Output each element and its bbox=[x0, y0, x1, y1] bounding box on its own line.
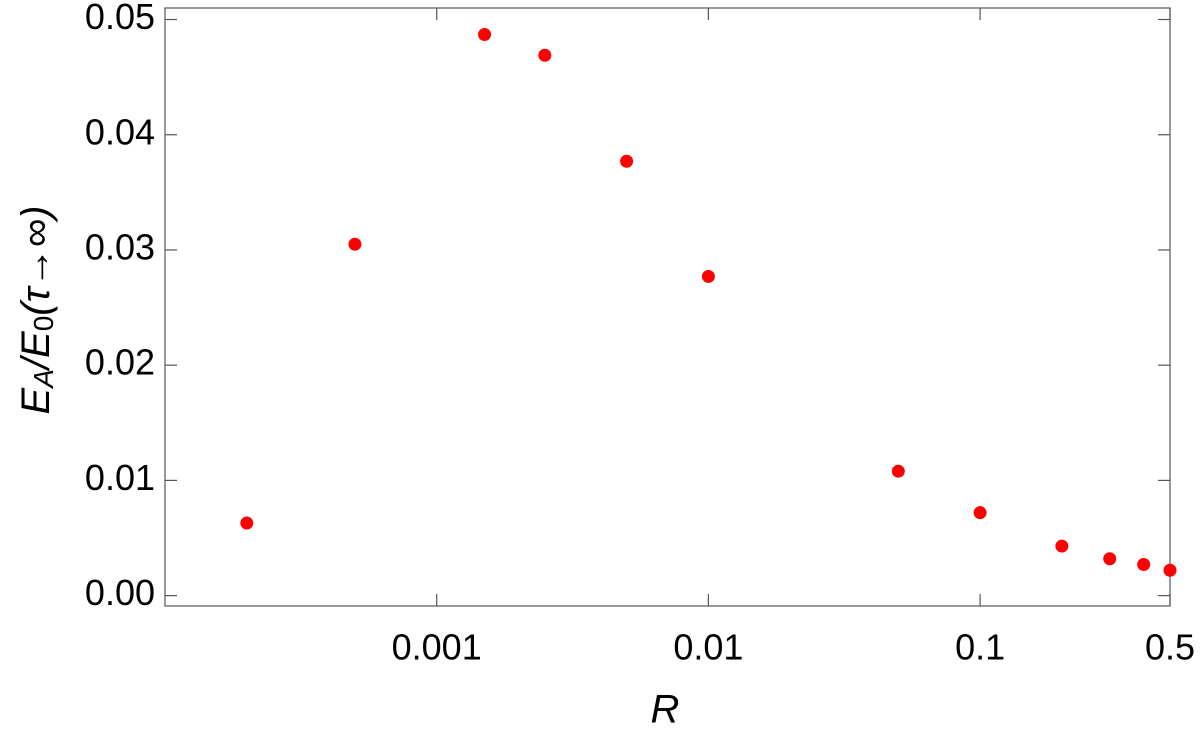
plot-frame bbox=[164, 7, 1171, 607]
point bbox=[701, 269, 715, 283]
point bbox=[620, 154, 634, 168]
x-tick-label: 0.001 bbox=[392, 627, 482, 668]
point bbox=[348, 237, 362, 251]
point bbox=[1137, 558, 1151, 572]
point bbox=[891, 464, 905, 478]
y-tick-label: 0.05 bbox=[85, 0, 155, 37]
point bbox=[1055, 539, 1069, 553]
point bbox=[538, 48, 552, 62]
y-axis-label: EA/E0(τ→∞) bbox=[14, 206, 60, 415]
x-tick-label: 0.1 bbox=[955, 627, 1005, 668]
x-axis-label: R bbox=[651, 688, 680, 732]
point bbox=[1103, 552, 1117, 566]
y-tick-label: 0.02 bbox=[85, 342, 155, 383]
y-tick-label: 0.03 bbox=[85, 226, 155, 267]
point bbox=[478, 28, 492, 42]
y-label-part: E bbox=[14, 386, 58, 414]
x-tick-label: 0.01 bbox=[673, 627, 743, 668]
y-label-sub: 0 bbox=[28, 316, 59, 332]
y-tick-label: 0.04 bbox=[85, 111, 155, 152]
point bbox=[1163, 563, 1177, 577]
y-tick-label: 0.00 bbox=[85, 572, 155, 613]
y-label-part: /E bbox=[14, 330, 58, 372]
point bbox=[240, 516, 254, 530]
point bbox=[973, 506, 987, 520]
y-label-part: (τ→∞) bbox=[14, 206, 58, 316]
y-tick-label: 0.01 bbox=[85, 457, 155, 498]
x-tick-label: 0.5 bbox=[1145, 627, 1195, 668]
y-label-sub: A bbox=[28, 369, 59, 390]
